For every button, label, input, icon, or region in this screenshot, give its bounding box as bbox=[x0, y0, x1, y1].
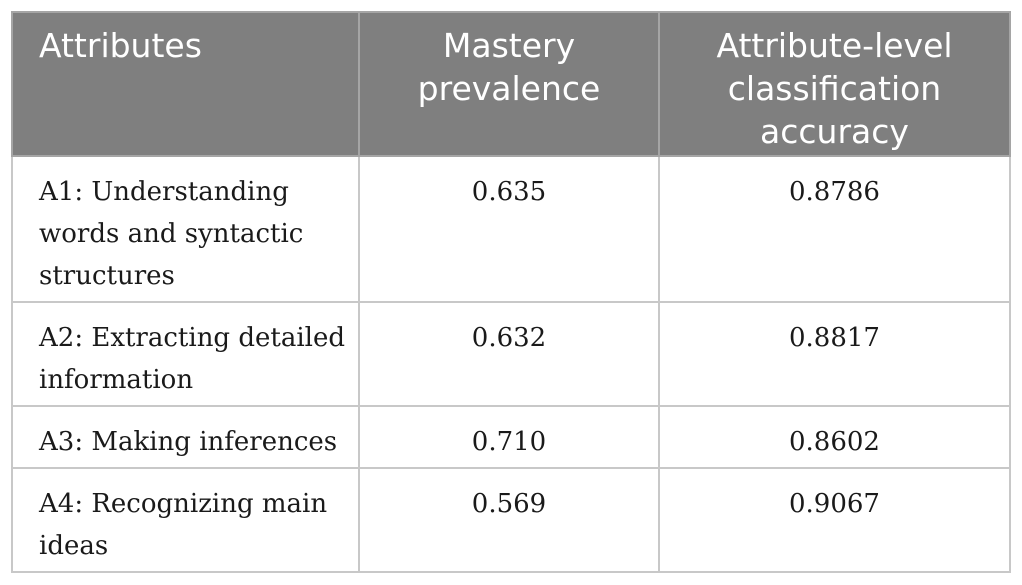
prevalence-cell: 0.635 bbox=[358, 155, 660, 303]
table-row: A4: Recognizing main ideas 0.569 0.9067 bbox=[11, 467, 1011, 573]
table-header: Attributes Mastery prevalence Attribute-… bbox=[11, 11, 1011, 157]
prevalence-cell: 0.569 bbox=[358, 467, 660, 573]
attribute-cell: A1: Understanding words and syntactic st… bbox=[11, 155, 360, 303]
table-body: A1: Understanding words and syntactic st… bbox=[11, 155, 1011, 573]
results-table: Attributes Mastery prevalence Attribute-… bbox=[11, 11, 1011, 573]
accuracy-cell: 0.8786 bbox=[658, 155, 1011, 303]
table-row: A3: Making inferences 0.710 0.8602 bbox=[11, 405, 1011, 469]
table-row: A1: Understanding words and syntactic st… bbox=[11, 155, 1011, 303]
attribute-cell: A4: Recognizing main ideas bbox=[11, 467, 360, 573]
header-classification-accuracy: Attribute-level classification accuracy bbox=[658, 11, 1011, 157]
accuracy-cell: 0.8602 bbox=[658, 405, 1011, 469]
header-attributes: Attributes bbox=[11, 11, 360, 157]
accuracy-cell: 0.8817 bbox=[658, 301, 1011, 407]
accuracy-cell: 0.9067 bbox=[658, 467, 1011, 573]
header-mastery-prevalence: Mastery prevalence bbox=[358, 11, 660, 157]
attribute-cell: A2: Extracting detailed information bbox=[11, 301, 360, 407]
header-row: Attributes Mastery prevalence Attribute-… bbox=[11, 11, 1011, 157]
attribute-cell: A3: Making inferences bbox=[11, 405, 360, 469]
prevalence-cell: 0.632 bbox=[358, 301, 660, 407]
prevalence-cell: 0.710 bbox=[358, 405, 660, 469]
table-row: A2: Extracting detailed information 0.63… bbox=[11, 301, 1011, 407]
